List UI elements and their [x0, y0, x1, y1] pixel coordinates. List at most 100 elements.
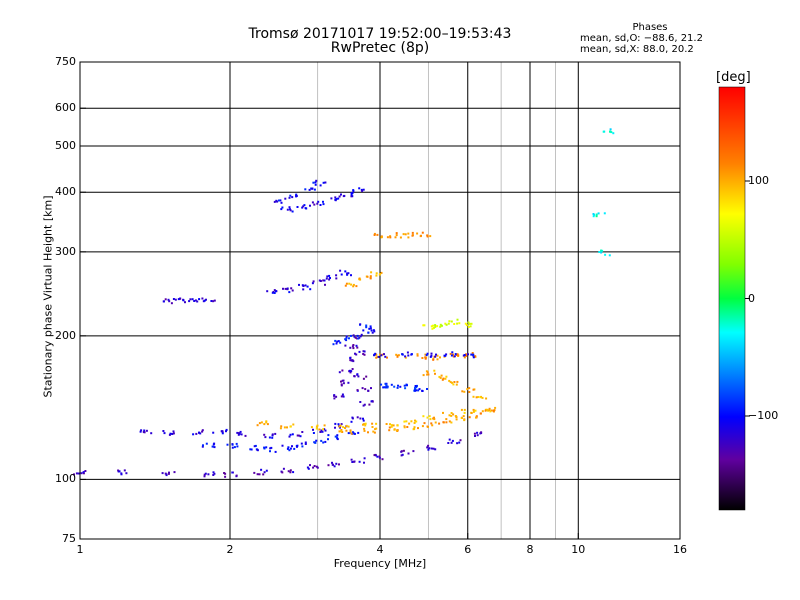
echo-point	[436, 325, 439, 328]
echo-point	[311, 187, 314, 190]
echo-point	[408, 422, 411, 425]
echo-point	[422, 374, 425, 377]
echo-point	[463, 419, 466, 422]
echo-point	[280, 208, 283, 211]
echo-point	[402, 233, 405, 236]
echo-point	[354, 352, 356, 355]
echo-point	[143, 429, 146, 432]
echo-point	[390, 424, 393, 427]
echo-point	[595, 213, 598, 216]
echo-point	[435, 353, 437, 356]
echo-point	[432, 324, 434, 327]
echo-point	[296, 445, 298, 448]
x-tick-label: 1	[76, 543, 84, 556]
echo-point	[303, 204, 306, 207]
stats-line-o: mean, sd,O: −88.6, 21.2	[580, 33, 703, 44]
echo-point	[363, 353, 366, 356]
echo-point	[395, 429, 398, 432]
echo-point	[265, 420, 268, 423]
echo-point	[416, 232, 419, 235]
x-tick-label: 4	[376, 543, 384, 556]
echo-point	[395, 353, 398, 356]
echo-point	[356, 416, 359, 419]
echo-point	[289, 208, 291, 211]
echo-point	[432, 327, 435, 329]
echo-point	[353, 375, 356, 378]
echo-point	[350, 274, 352, 277]
echo-point	[432, 358, 435, 361]
echo-point	[335, 462, 338, 465]
echo-point	[332, 343, 335, 346]
echo-point	[177, 298, 180, 301]
echo-point	[292, 471, 295, 474]
echo-point	[289, 471, 292, 474]
echo-point	[360, 333, 363, 336]
echo-point	[426, 416, 429, 419]
echo-point	[380, 271, 383, 274]
echo-point	[334, 198, 337, 201]
echo-point	[429, 235, 432, 238]
echo-point	[441, 378, 444, 381]
echo-point	[393, 428, 396, 431]
echo-point	[330, 197, 333, 200]
echo-point	[468, 322, 471, 325]
echo-point	[163, 432, 166, 435]
echo-point	[609, 130, 611, 133]
echo-point	[470, 412, 473, 414]
echo-point	[172, 432, 175, 435]
echo-point	[433, 416, 435, 419]
echo-point	[371, 331, 374, 334]
echo-point	[465, 353, 467, 356]
x-tick-label: 16	[673, 543, 687, 556]
echo-point	[322, 441, 325, 444]
echo-point	[300, 442, 303, 445]
echo-point	[310, 426, 313, 429]
echo-point	[469, 325, 472, 328]
echo-point	[363, 461, 365, 464]
echo-point	[376, 455, 379, 458]
echo-point	[433, 418, 436, 421]
echo-point	[361, 387, 364, 390]
echo-point	[250, 448, 253, 451]
echo-point	[426, 371, 429, 374]
echo-point	[342, 382, 345, 385]
echo-point	[324, 283, 326, 286]
echo-point	[192, 433, 195, 436]
echo-point	[468, 387, 471, 390]
echo-point	[448, 379, 451, 382]
echo-point	[339, 269, 342, 272]
echo-point	[314, 181, 317, 184]
echo-point	[407, 354, 410, 357]
echo-point	[168, 433, 171, 436]
echo-point	[456, 318, 459, 321]
echo-point	[199, 432, 202, 435]
echo-point	[357, 337, 360, 340]
echo-point	[479, 432, 482, 435]
echo-point	[349, 429, 352, 432]
echo-point	[388, 429, 391, 432]
echo-point	[356, 346, 359, 349]
echo-point	[307, 467, 310, 470]
echo-point	[458, 441, 461, 444]
echo-point	[373, 232, 376, 235]
echo-point	[316, 424, 319, 427]
echo-point	[269, 450, 271, 453]
echo-point	[474, 435, 476, 437]
echo-point	[592, 215, 595, 218]
echo-point	[362, 350, 365, 353]
echo-point	[337, 340, 340, 343]
echo-point	[320, 439, 323, 442]
echo-point	[450, 354, 453, 357]
echo-point	[334, 422, 337, 425]
echo-point	[383, 353, 385, 356]
echo-point	[193, 300, 196, 302]
echo-point	[452, 383, 455, 386]
echo-point	[345, 335, 348, 338]
echo-point	[198, 431, 201, 434]
echo-point	[342, 426, 345, 429]
echo-point	[385, 383, 388, 386]
colorbar-tick-label: 0	[748, 291, 755, 305]
echo-point	[467, 353, 469, 356]
echo-point	[448, 438, 451, 441]
echo-point	[603, 212, 606, 215]
